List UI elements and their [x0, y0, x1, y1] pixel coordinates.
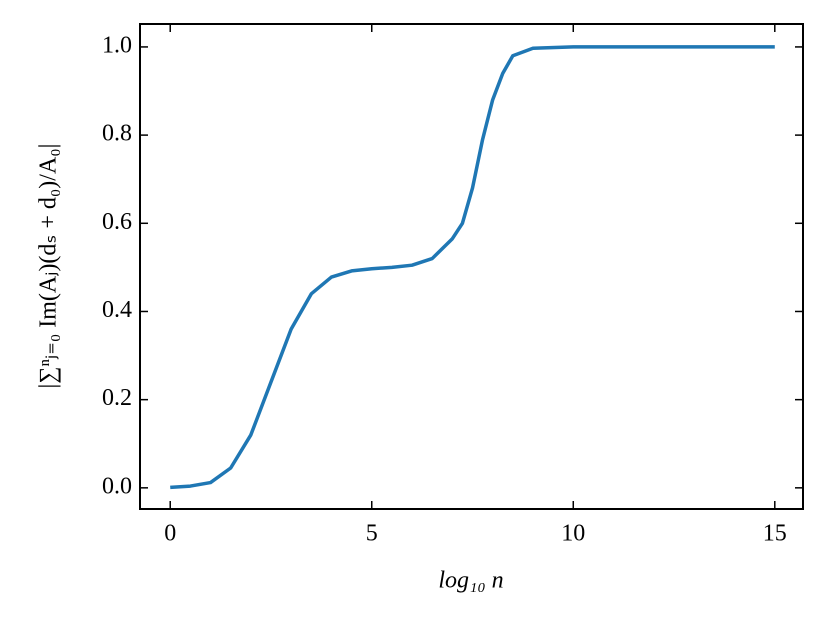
y-tick-label: 0.0	[102, 473, 132, 499]
x-tick-label: 5	[366, 521, 378, 547]
y-axis-label: |∑ⁿⱼ₌₀ Im(Aⱼ)(dₛ + d₀)/A₀|	[36, 144, 62, 389]
y-tick-label: 1.0	[102, 32, 132, 58]
x-axis-label: log₁₀ n	[438, 568, 503, 594]
y-tick-label: 0.4	[102, 297, 132, 323]
y-tick-label: 0.6	[102, 209, 132, 235]
x-tick-label: 10	[561, 521, 585, 547]
x-tick-label: 0	[164, 521, 176, 547]
plot-frame	[139, 23, 804, 510]
y-tick-label: 0.8	[102, 121, 132, 147]
data-line	[170, 45, 775, 490]
y-tick-label: 0.2	[102, 385, 132, 411]
x-tick-label: 15	[763, 521, 787, 547]
